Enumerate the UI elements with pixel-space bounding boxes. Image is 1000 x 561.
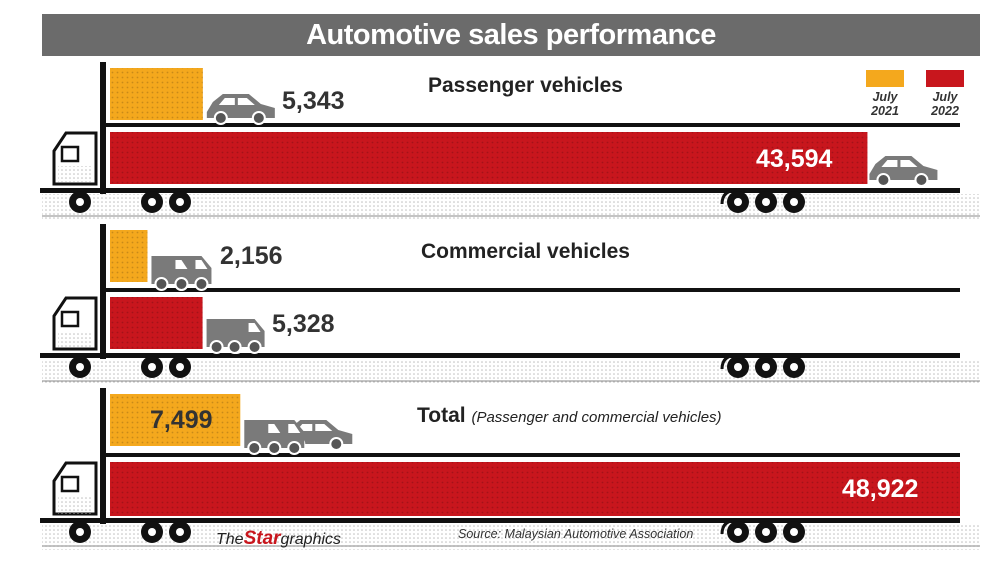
trailer-chassis [40, 518, 960, 523]
wheel-hub-icon [734, 528, 742, 536]
wheel-hub-icon [76, 198, 84, 206]
section-title-text: Passenger vehicles [428, 74, 623, 97]
icon-layer [151, 94, 938, 455]
section-title-text: Commercial vehicles [421, 240, 630, 263]
value-label-commercial-2021: 2,156 [220, 242, 283, 270]
wheel-hub-icon [148, 198, 156, 206]
bar-texture [110, 394, 241, 446]
section-title-commercial: Commercial vehicles [421, 240, 630, 264]
value-label-passenger-2021: 5,343 [282, 87, 345, 115]
van-icon [244, 420, 285, 455]
truck-window-icon [60, 145, 80, 163]
wheel-hub-icon [734, 198, 742, 206]
legend-swatch-2021 [866, 70, 904, 87]
wheel-hub-icon [762, 528, 770, 536]
wheel-hub-icon [790, 363, 798, 371]
mudguard [720, 518, 739, 535]
wheel-hub-icon [176, 198, 184, 206]
wheel-hub-icon [790, 198, 798, 206]
truck-window-icon [60, 310, 80, 328]
legend-item-2021: July 2021 [866, 70, 904, 118]
legend-swatch-2022 [926, 70, 964, 87]
truck-window-icon [60, 475, 80, 493]
bar-layer [110, 68, 960, 516]
legend-label: 2021 [871, 104, 899, 118]
section-title-text: Total [417, 404, 466, 427]
trailer-chassis [40, 188, 960, 193]
truck-layer [40, 62, 960, 543]
bar-texture [110, 462, 960, 516]
value-label-commercial-2022: 5,328 [272, 310, 335, 338]
bar-texture [110, 230, 148, 282]
trailer-post [100, 62, 106, 194]
publisher-logo: TheStargraphics [216, 528, 341, 550]
bar-texture [110, 132, 868, 184]
wheel-hub-icon [76, 363, 84, 371]
truck-grille [58, 331, 92, 349]
section-title-passenger: Passenger vehicles [428, 74, 623, 98]
wheel-hub-icon [76, 528, 84, 536]
bar-texture [110, 68, 203, 120]
mudguard [720, 188, 739, 205]
legend-label: July [932, 90, 958, 104]
truck-grille [58, 166, 92, 184]
value-label-passenger-2022: 43,594 [756, 145, 833, 173]
legend-label: 2022 [931, 104, 959, 118]
wheel-hub-icon [148, 363, 156, 371]
trailer-deck [100, 453, 960, 457]
wheel-hub-icon [762, 198, 770, 206]
logo-text: The [216, 531, 244, 548]
trailer-deck [100, 123, 960, 127]
chart-title: Automotive sales performance [42, 14, 980, 56]
value-label-total-2022: 48,922 [842, 475, 919, 503]
truck-grille [58, 496, 92, 514]
background-layer [42, 194, 980, 550]
trailer-chassis [40, 353, 960, 358]
wheel-hub-icon [176, 363, 184, 371]
logo-text: graphics [280, 531, 342, 548]
section-subtitle: (Passenger and commercial vehicles) [471, 409, 722, 426]
wheel-hub-icon [762, 363, 770, 371]
bar-texture [110, 297, 203, 349]
van-icon [151, 256, 192, 291]
trailer-deck [100, 288, 960, 292]
wheel-hub-icon [790, 528, 798, 536]
legend-item-2022: July 2022 [926, 70, 964, 118]
legend-label: July [872, 90, 898, 104]
logo-text: Star [243, 528, 281, 549]
van-icon [224, 319, 265, 354]
wheel-hub-icon [176, 528, 184, 536]
source-note: Source: Malaysian Automotive Association [458, 527, 694, 541]
car-icon [206, 94, 275, 125]
wheel-hub-icon [148, 528, 156, 536]
value-label-total-2021: 7,499 [150, 406, 213, 434]
wheel-hub-icon [734, 363, 742, 371]
mudguard [720, 353, 739, 370]
section-title-total: Total (Passenger and commercial vehicles… [417, 404, 722, 428]
car-icon [869, 156, 938, 187]
